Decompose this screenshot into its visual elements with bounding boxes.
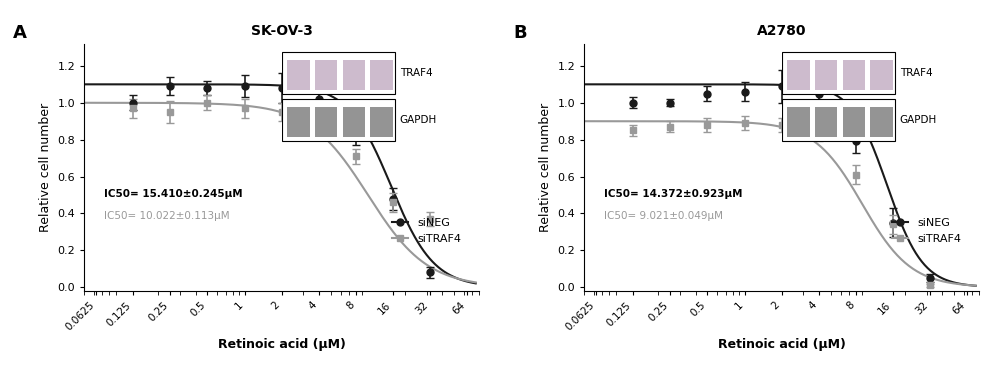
Text: IC50= 14.372±0.923μM: IC50= 14.372±0.923μM xyxy=(604,189,742,199)
Text: IC50= 10.022±0.113μM: IC50= 10.022±0.113μM xyxy=(104,211,230,221)
X-axis label: Retinoic acid (μM): Retinoic acid (μM) xyxy=(218,338,346,351)
Title: SK-OV-3: SK-OV-3 xyxy=(251,25,313,38)
Y-axis label: Relative cell number: Relative cell number xyxy=(39,103,52,232)
Legend: siNEG, siTRAF4: siNEG, siTRAF4 xyxy=(887,214,966,248)
Title: A2780: A2780 xyxy=(757,25,806,38)
Text: IC50= 9.021±0.049μM: IC50= 9.021±0.049μM xyxy=(604,211,723,221)
Text: A: A xyxy=(13,24,27,42)
Text: IC50= 15.410±0.245μM: IC50= 15.410±0.245μM xyxy=(104,189,243,199)
X-axis label: Retinoic acid (μM): Retinoic acid (μM) xyxy=(718,338,846,351)
Text: B: B xyxy=(513,24,527,42)
Y-axis label: Relative cell number: Relative cell number xyxy=(539,103,552,232)
Legend: siNEG, siTRAF4: siNEG, siTRAF4 xyxy=(387,214,466,248)
